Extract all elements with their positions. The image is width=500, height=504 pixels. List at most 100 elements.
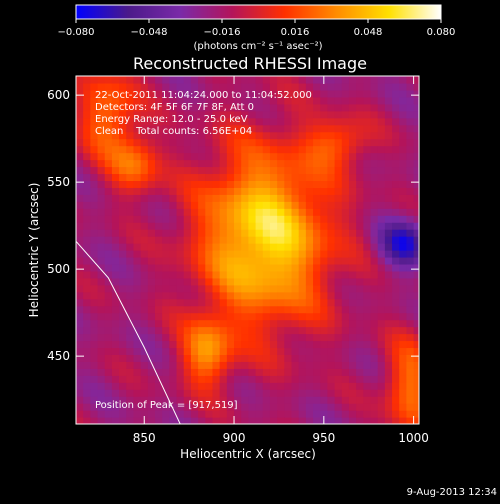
heatmap-cell (334, 389, 343, 397)
heatmap-cell (212, 103, 221, 112)
heatmap-cell (327, 326, 336, 335)
heatmap-cell (255, 326, 264, 335)
heatmap-cell (399, 229, 408, 237)
heatmap-cell (298, 396, 307, 404)
heatmap-cell (83, 208, 91, 216)
heatmap-cell (133, 243, 142, 251)
heatmap-cell (226, 263, 235, 272)
heatmap-cell (399, 103, 408, 112)
heatmap-cell (313, 298, 321, 307)
heatmap-cell (90, 173, 99, 181)
heatmap-cell (327, 403, 336, 411)
heatmap-cell (155, 410, 163, 418)
heatmap-cell (241, 347, 249, 355)
heatmap-cell (348, 326, 357, 335)
heatmap-cell (313, 236, 321, 244)
heatmap-cell (341, 110, 350, 119)
heatmap-cell (277, 117, 285, 126)
heatmap-cell (234, 201, 242, 209)
heatmap-cell (76, 166, 84, 175)
heatmap-cell (198, 208, 206, 216)
heatmap-cell (277, 222, 285, 230)
heatmap-cell (320, 208, 329, 216)
heatmap-cell (111, 354, 120, 362)
heatmap-cell (291, 194, 300, 202)
heatmap-cell (76, 159, 84, 168)
heatmap-cell (255, 403, 264, 411)
heatmap-cell (119, 340, 127, 349)
heatmap-cell (392, 250, 400, 258)
heatmap-cell (119, 124, 127, 133)
heatmap-cell (162, 96, 170, 105)
heatmap-cell (205, 229, 214, 237)
heatmap-cell (234, 89, 242, 98)
heatmap-cell (291, 159, 300, 168)
heatmap-cell (226, 236, 235, 244)
heatmap-cell (313, 243, 321, 251)
heatmap-cell (262, 208, 271, 216)
heatmap-cell (219, 124, 228, 133)
heatmap-cell (90, 208, 99, 216)
heatmap-cell (334, 396, 343, 404)
heatmap-cell (76, 110, 84, 119)
heatmap-cell (155, 319, 163, 328)
heatmap-cell (255, 375, 264, 383)
heatmap-cell (198, 298, 206, 307)
heatmap-cell (399, 243, 408, 251)
y-tick-label: 500 (47, 262, 70, 276)
heatmap-cell (219, 243, 228, 251)
heatmap-cell (183, 312, 192, 321)
heatmap-cell (234, 354, 242, 362)
heatmap-cell (370, 277, 379, 286)
heatmap-cell (413, 152, 419, 161)
heatmap-cell (320, 124, 329, 133)
heatmap-cell (219, 236, 228, 244)
heatmap-cell (155, 187, 163, 195)
heatmap-cell (269, 382, 278, 390)
heatmap-cell (133, 410, 142, 418)
heatmap-cell (384, 368, 393, 376)
heatmap-cell (183, 152, 192, 161)
heatmap-cell (269, 270, 278, 279)
heatmap-cell (277, 96, 285, 105)
heatmap-cell (363, 305, 372, 314)
heatmap-cell (90, 417, 99, 424)
heatmap-cell (111, 222, 120, 230)
heatmap-cell (212, 277, 221, 286)
heatmap-cell (248, 277, 257, 286)
heatmap-cell (377, 333, 386, 342)
heatmap-cell (313, 382, 321, 390)
heatmap-cell (183, 319, 192, 328)
heatmap-cell (305, 131, 314, 140)
heatmap-cell (377, 305, 386, 314)
heatmap-cell (147, 410, 156, 418)
heatmap-cell (341, 382, 350, 390)
heatmap-cell (83, 236, 91, 244)
heatmap-cell (104, 256, 113, 265)
heatmap-cell (176, 403, 185, 411)
heatmap-cell (212, 417, 221, 424)
heatmap-cell (104, 250, 113, 258)
heatmap-cell (234, 222, 242, 230)
y-tick-label: 600 (47, 88, 70, 102)
heatmap-cell (190, 277, 199, 286)
heatmap-cell (198, 382, 206, 390)
heatmap-cell (384, 250, 393, 258)
heatmap-cell (327, 396, 336, 404)
heatmap-cell (305, 124, 314, 133)
heatmap-cell (370, 194, 379, 202)
heatmap-cell (392, 201, 400, 209)
heatmap-cell (356, 229, 364, 237)
heatmap-cell (104, 173, 113, 181)
heatmap-cell (241, 417, 249, 424)
heatmap-cell (255, 250, 264, 258)
heatmap-cell (255, 103, 264, 112)
heatmap-cell (334, 180, 343, 188)
heatmap-cell (363, 250, 372, 258)
heatmap-cell (248, 76, 257, 84)
heatmap-cell (212, 201, 221, 209)
heatmap-cell (248, 96, 257, 105)
heatmap-cell (241, 103, 249, 112)
heatmap-cell (356, 110, 364, 119)
heatmap-cell (205, 347, 214, 355)
